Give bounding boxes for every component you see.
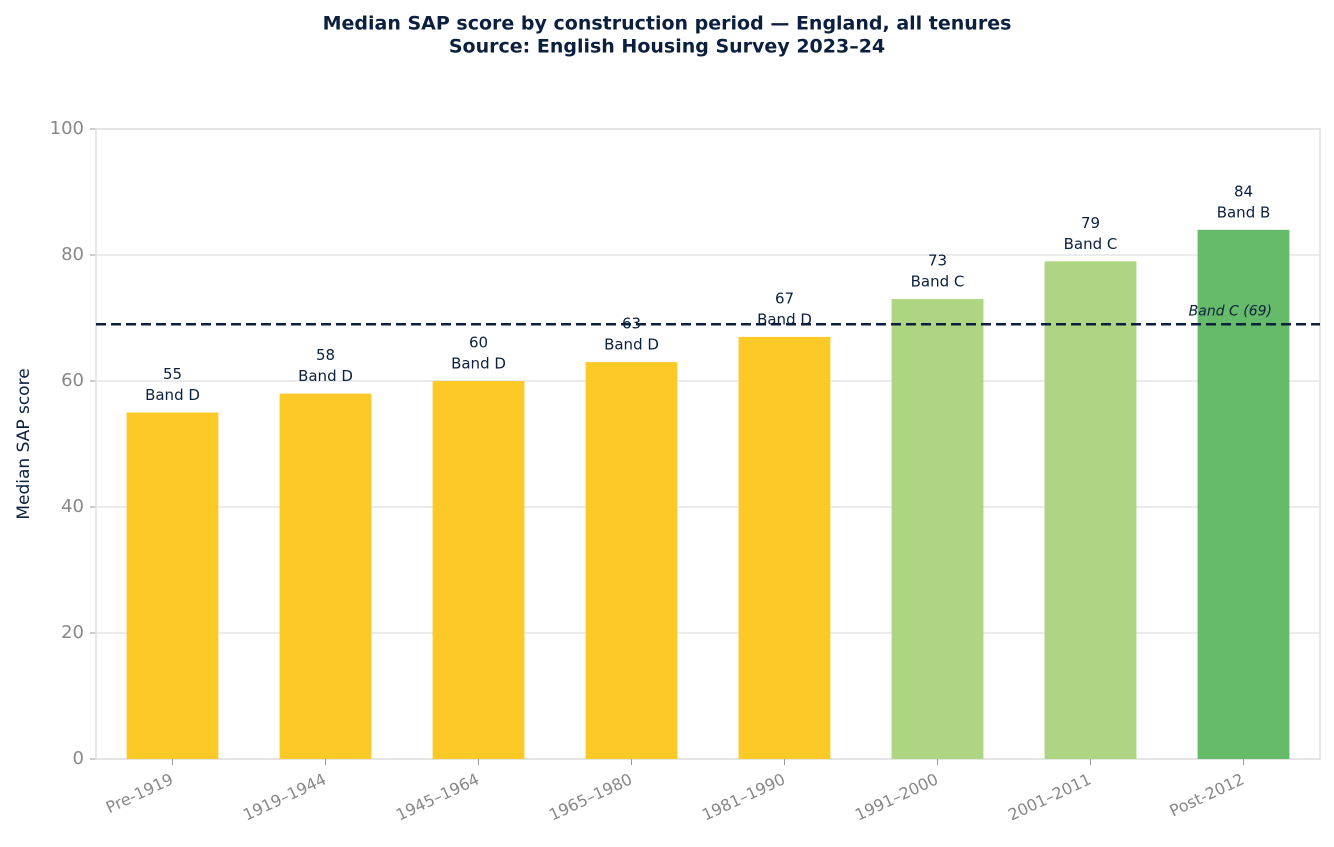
- value-label: 55: [163, 365, 182, 383]
- bar: [585, 362, 678, 759]
- band-label: Band C: [1064, 235, 1118, 253]
- x-tick-label: 1919–1944: [240, 769, 329, 824]
- x-tick-label: 1991–2000: [852, 769, 941, 824]
- band-label: Band D: [145, 386, 200, 404]
- y-tick-label: 100: [50, 118, 84, 139]
- y-tick-label: 40: [61, 496, 84, 517]
- y-tick-label: 60: [61, 370, 84, 391]
- x-tick-label: Post-2012: [1167, 769, 1248, 820]
- y-tick-label: 80: [61, 244, 84, 265]
- reference-label: Band C (69): [1189, 303, 1272, 319]
- chart-title: Median SAP score by construction period …: [323, 13, 1012, 35]
- x-tick-label: 1981–1990: [699, 769, 788, 824]
- plot-frame: [95, 128, 1321, 760]
- bar: [1197, 229, 1290, 760]
- x-tick-label: 1945–1964: [393, 769, 482, 824]
- band-label: Band B: [1217, 203, 1271, 221]
- value-label: 60: [469, 334, 488, 352]
- value-label: 73: [928, 252, 947, 270]
- bar: [738, 336, 831, 759]
- band-label: Band C: [911, 273, 965, 291]
- bar: [279, 393, 372, 759]
- chart-subtitle: Source: English Housing Survey 2023–24: [449, 36, 885, 58]
- x-tick-label: 2001–2011: [1005, 769, 1094, 824]
- value-label: 84: [1234, 182, 1253, 200]
- y-tick-label: 20: [61, 622, 84, 643]
- x-tick-label: 1965–1980: [546, 769, 635, 824]
- band-label: Band D: [451, 355, 506, 373]
- value-label: 58: [316, 346, 335, 364]
- value-label: 63: [622, 315, 641, 333]
- y-axis-label: Median SAP score: [14, 368, 34, 519]
- bar: [891, 299, 984, 759]
- bar: [432, 381, 525, 759]
- band-label: Band D: [757, 310, 812, 328]
- value-label: 79: [1081, 214, 1100, 232]
- value-label: 67: [775, 289, 794, 307]
- bar: [126, 412, 219, 759]
- bar: [1044, 261, 1137, 759]
- band-label: Band D: [604, 336, 659, 354]
- x-tick-label: Pre-1919: [103, 769, 176, 817]
- band-label: Band D: [298, 367, 353, 385]
- y-tick-label: 0: [73, 748, 84, 769]
